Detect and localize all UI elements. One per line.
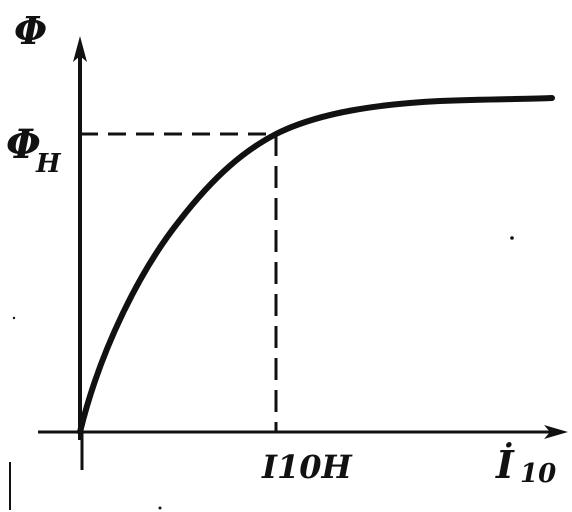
y-axis-arrow-icon — [73, 36, 87, 62]
x-axis-label: İ 10 — [495, 442, 556, 489]
x-axis — [38, 425, 568, 470]
scan-artifacts — [9, 236, 514, 510]
x-axis-arrow-icon — [544, 425, 568, 439]
nominal-guides — [80, 132, 278, 432]
y-nominal-label-main: Φ — [6, 121, 41, 168]
y-axis-label: Φ — [14, 8, 47, 53]
y-nominal-label-sub: H — [35, 149, 62, 179]
y-nominal-label: Φ H — [6, 121, 62, 179]
x-nominal-label: I10H — [261, 448, 354, 486]
magnetization-curve — [77, 95, 555, 435]
x-axis-label-sub: 10 — [520, 459, 556, 489]
x-axis-label-main: İ — [495, 442, 515, 487]
y-axis — [73, 36, 87, 440]
